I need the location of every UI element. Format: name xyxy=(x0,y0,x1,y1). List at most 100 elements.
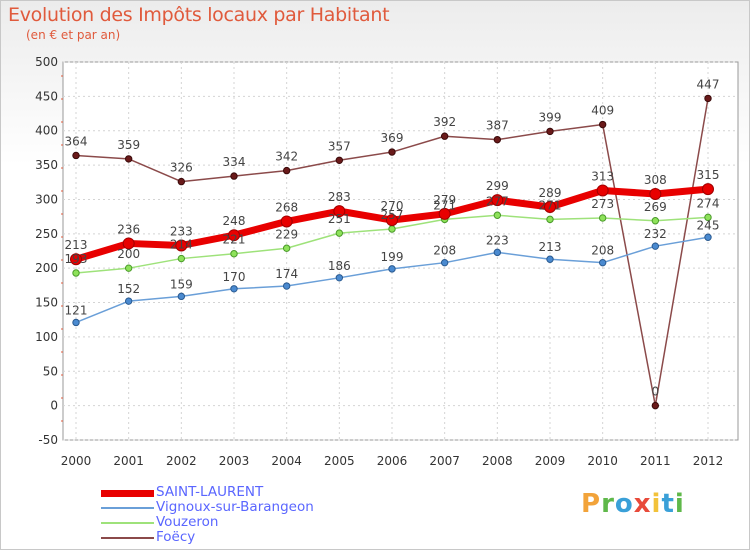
data-label: 357 xyxy=(328,139,351,153)
legend-item: Vouzeron xyxy=(101,515,341,530)
data-point xyxy=(704,94,712,103)
data-label: 121 xyxy=(65,303,88,317)
data-label: 447 xyxy=(697,77,720,91)
data-point xyxy=(122,237,135,250)
data-point xyxy=(333,205,346,218)
logo-letter: t xyxy=(661,489,675,519)
data-point xyxy=(124,264,133,272)
data-point xyxy=(598,214,607,222)
data-label: 152 xyxy=(117,282,140,296)
data-point xyxy=(493,211,502,219)
y-tick-label: 50 xyxy=(43,364,58,378)
data-point xyxy=(335,156,344,164)
x-tick-label: 2000 xyxy=(61,454,92,468)
data-label: 159 xyxy=(170,277,193,291)
data-label: 364 xyxy=(65,134,88,148)
data-label: 193 xyxy=(65,252,88,266)
data-point xyxy=(177,254,186,263)
data-label: 299 xyxy=(486,179,509,193)
data-point xyxy=(177,292,186,301)
y-tick-label: 350 xyxy=(35,158,58,172)
data-point xyxy=(70,253,82,266)
data-label: 257 xyxy=(381,208,404,222)
x-tick-label: 2011 xyxy=(640,454,671,468)
data-label: 283 xyxy=(328,190,351,204)
data-point xyxy=(388,225,396,233)
data-label: 174 xyxy=(275,267,298,281)
data-point xyxy=(280,215,293,228)
data-label: 369 xyxy=(381,131,404,145)
x-tick-label: 2007 xyxy=(429,454,460,468)
legend-label: Vouzeron xyxy=(156,514,219,530)
data-label: 0 xyxy=(652,385,660,399)
x-tick-label: 2002 xyxy=(166,454,197,468)
logo-letter: P xyxy=(581,489,602,519)
data-point xyxy=(175,239,188,252)
data-label: 271 xyxy=(539,198,562,212)
data-point xyxy=(388,148,396,156)
data-label: 186 xyxy=(328,259,351,273)
data-point xyxy=(493,248,502,257)
data-label: 274 xyxy=(697,196,720,210)
data-label: 268 xyxy=(275,200,298,214)
data-point xyxy=(598,258,607,267)
data-label: 199 xyxy=(381,250,404,264)
logo-letter: i xyxy=(651,489,662,519)
data-point xyxy=(544,201,556,214)
data-label: 214 xyxy=(170,238,193,252)
plot-area xyxy=(62,61,739,441)
data-label: 213 xyxy=(539,240,562,254)
data-label: 233 xyxy=(170,225,193,239)
data-point xyxy=(124,297,133,305)
data-label: 271 xyxy=(433,198,456,212)
data-point xyxy=(440,258,449,267)
data-point xyxy=(335,274,344,282)
data-point xyxy=(491,194,504,207)
data-point xyxy=(438,207,451,220)
y-tick-label: 400 xyxy=(35,124,58,138)
data-point xyxy=(546,127,554,136)
data-point xyxy=(702,183,714,196)
y-tick-label: 450 xyxy=(35,89,58,103)
chart-subtitle: (en € et par an) xyxy=(26,28,121,42)
legend-swatch xyxy=(101,537,154,539)
data-point xyxy=(124,155,133,163)
proxiti-logo: Proxiti xyxy=(581,489,685,519)
data-point xyxy=(651,217,660,225)
data-label: 399 xyxy=(539,110,562,124)
data-point xyxy=(230,250,238,258)
data-label: 409 xyxy=(591,104,614,118)
logo-letter: i xyxy=(674,489,685,519)
data-point xyxy=(282,166,291,175)
data-point xyxy=(440,132,449,140)
y-tick-label: 300 xyxy=(35,192,58,206)
data-label: 326 xyxy=(170,161,193,175)
logo-letter: o xyxy=(614,489,634,519)
y-tick-label: 250 xyxy=(35,227,58,241)
data-point xyxy=(596,184,609,197)
data-label: 232 xyxy=(644,227,667,241)
data-label: 236 xyxy=(117,222,140,236)
logo-letter: r xyxy=(601,489,615,519)
data-label: 248 xyxy=(223,214,246,228)
x-tick-label: 2010 xyxy=(587,454,618,468)
data-point xyxy=(546,255,554,263)
data-label: 245 xyxy=(697,218,720,232)
data-label: 208 xyxy=(433,244,456,258)
data-point xyxy=(228,229,240,242)
data-point xyxy=(649,187,662,200)
y-tick-label: -50 xyxy=(38,433,58,447)
data-label: 392 xyxy=(433,115,456,129)
x-tick-label: 2001 xyxy=(113,454,144,468)
data-label: 359 xyxy=(117,138,140,152)
data-label: 273 xyxy=(591,197,614,211)
data-point xyxy=(282,244,291,252)
data-label: 289 xyxy=(539,186,562,200)
y-tick-label: 200 xyxy=(35,261,58,275)
data-point xyxy=(651,242,660,250)
legend-swatch xyxy=(101,507,154,509)
data-label: 223 xyxy=(486,233,509,247)
data-label: 270 xyxy=(381,199,404,213)
